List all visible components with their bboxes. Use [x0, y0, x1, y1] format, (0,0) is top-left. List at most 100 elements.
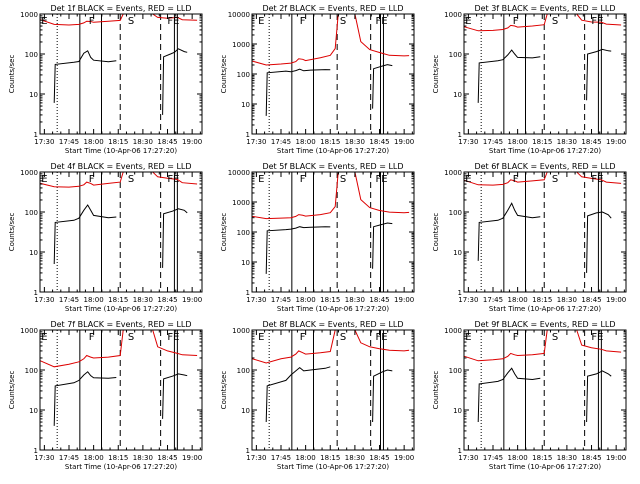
chart-panel-5: Det 5f BLACK = Events, RED = LLD E F S FE 1 10…: [220, 162, 415, 313]
event-marker-f: F: [89, 16, 95, 27]
events-series-segment-1: [477, 49, 541, 103]
x-tick-label: 18:15: [532, 138, 552, 146]
y-tick-label: 10: [29, 407, 38, 415]
x-tick-label: 18:45: [369, 296, 389, 304]
x-tick-label: 18:00: [84, 454, 104, 462]
x-tick-label: 19:00: [182, 454, 202, 462]
y-tick-label: 100: [25, 367, 38, 375]
x-tick-label: 18:15: [108, 138, 128, 146]
events-series-segment-1: [53, 204, 117, 265]
y-tick-label: 1000: [232, 41, 250, 49]
y-tick-label: 1: [246, 447, 250, 455]
y-tick-label: 1: [246, 289, 250, 297]
x-tick-label: 18:45: [369, 454, 389, 462]
y-tick-label: 10: [453, 249, 462, 257]
plot-frame: [463, 13, 627, 135]
event-marker-e: E: [465, 332, 471, 343]
lld-series-segment-1: [252, 15, 339, 66]
x-tick-label: 17:30: [246, 138, 266, 146]
events-series-segment-2: [586, 211, 612, 273]
event-marker-fe: FE: [167, 332, 179, 343]
y-axis-label: Counts/sec: [432, 55, 440, 94]
x-tick-label: 17:45: [59, 296, 79, 304]
x-axis-label: Start Time (10-Apr-06 17:27:20): [65, 463, 177, 471]
x-tick-label: 18:30: [557, 296, 577, 304]
y-tick-label: 100: [237, 367, 250, 375]
lld-series-segment-1: [252, 173, 339, 220]
x-tick-label: 17:45: [483, 138, 503, 146]
x-tick-label: 17:30: [34, 454, 54, 462]
x-tick-label: 17:45: [271, 454, 291, 462]
x-tick-label: 19:00: [182, 296, 202, 304]
y-tick-label: 1: [34, 447, 38, 455]
plot-frame: [463, 171, 627, 293]
event-marker-f: F: [300, 332, 306, 343]
x-tick-label: 18:15: [108, 454, 128, 462]
event-marker-fe: FE: [375, 16, 387, 27]
event-marker-f: F: [300, 16, 306, 27]
x-axis-label: Start Time (10-Apr-06 17:27:20): [65, 305, 177, 313]
plot-frame: [251, 329, 415, 451]
events-series-segment-2: [586, 48, 612, 101]
lld-series-segment-2: [576, 13, 622, 26]
events-series-segment-2: [586, 370, 612, 423]
x-tick-label: 18:30: [345, 454, 365, 462]
y-axis-label: Counts/sec: [432, 371, 440, 410]
lld-series-segment-2: [354, 171, 410, 214]
x-tick-label: 18:30: [133, 454, 153, 462]
x-tick-label: 18:00: [296, 454, 316, 462]
x-tick-label: 18:15: [532, 454, 552, 462]
y-tick-label: 10: [29, 91, 38, 99]
event-marker-s: S: [552, 332, 558, 343]
event-marker-fe: FE: [167, 174, 179, 185]
event-marker-f: F: [513, 16, 519, 27]
lld-series-segment-2: [576, 171, 622, 184]
lld-series-segment-2: [152, 171, 198, 185]
x-tick-label: 18:30: [133, 138, 153, 146]
chart-panel-2: Det 2f BLACK = Events, RED = LLD E F S FE 1 10…: [220, 4, 415, 155]
y-tick-label: 1000: [444, 11, 462, 19]
y-tick-label: 1: [246, 131, 250, 139]
x-tick-label: 18:45: [157, 296, 177, 304]
y-tick-label: 1: [458, 447, 462, 455]
lld-series-segment-2: [354, 13, 410, 57]
lld-series-segment-2: [152, 13, 198, 21]
x-tick-label: 18:15: [532, 296, 552, 304]
event-marker-s: S: [128, 332, 134, 343]
events-series-segment-2: [162, 48, 188, 115]
x-tick-label: 17:30: [458, 296, 478, 304]
lld-series-segment-1: [464, 171, 548, 186]
x-tick-label: 18:00: [508, 138, 528, 146]
x-tick-label: 17:30: [34, 138, 54, 146]
event-marker-f: F: [513, 332, 519, 343]
events-series-segment-1: [477, 367, 541, 423]
y-tick-label: 1000: [20, 11, 38, 19]
x-axis-label: Start Time (10-Apr-06 17:27:20): [277, 147, 389, 155]
lld-series-segment-1: [464, 329, 548, 362]
x-axis-label: Start Time (10-Apr-06 17:27:20): [277, 463, 389, 471]
x-axis-label: Start Time (10-Apr-06 17:27:20): [489, 147, 601, 155]
y-tick-label: 1000: [232, 327, 250, 335]
chart-panel-8: Det 8f BLACK = Events, RED = LLD E F S FE 1 10…: [220, 320, 415, 471]
y-tick-label: 10000: [228, 169, 250, 177]
x-axis-label: Start Time (10-Apr-06 17:27:20): [489, 305, 601, 313]
chart-title: Det 3f BLACK = Events, RED = LLD: [474, 4, 615, 13]
event-marker-fe: FE: [375, 174, 387, 185]
chart-title: Det 1f BLACK = Events, RED = LLD: [50, 4, 191, 13]
x-tick-label: 17:30: [458, 454, 478, 462]
x-tick-label: 18:15: [108, 296, 128, 304]
x-axis-label: Start Time (10-Apr-06 17:27:20): [489, 463, 601, 471]
events-series-segment-2: [162, 373, 188, 419]
y-tick-label: 100: [449, 367, 462, 375]
y-tick-label: 100: [237, 229, 250, 237]
x-tick-label: 19:00: [606, 296, 626, 304]
lld-series-segment-2: [576, 329, 622, 353]
event-marker-f: F: [89, 174, 95, 185]
event-marker-s: S: [128, 174, 134, 185]
lld-series-segment-2: [152, 329, 198, 356]
